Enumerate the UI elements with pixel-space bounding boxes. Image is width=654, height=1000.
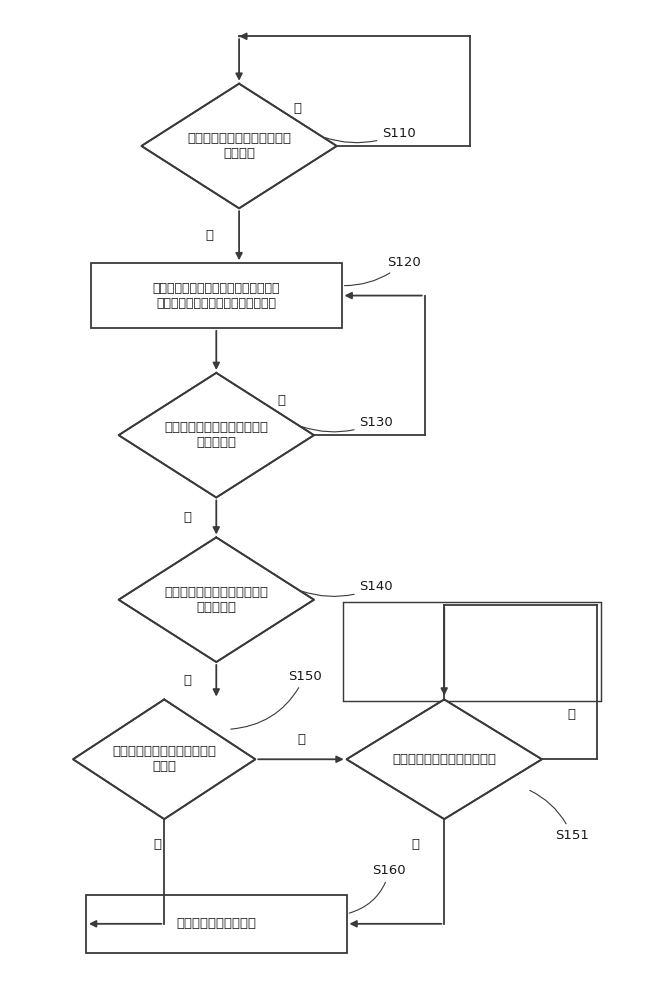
Text: 监测所述终端设备是否接受到
预设操作: 监测所述终端设备是否接受到 预设操作 — [187, 132, 291, 160]
Text: S151: S151 — [530, 790, 589, 842]
Text: 检测所述终端设备的应用程序
是否被开启: 检测所述终端设备的应用程序 是否被开启 — [164, 421, 268, 449]
Text: 判断是否到达预设的延迟时间: 判断是否到达预设的延迟时间 — [392, 753, 496, 766]
Text: 否: 否 — [294, 102, 301, 115]
Text: S150: S150 — [231, 670, 322, 729]
Text: 是: 是 — [183, 674, 191, 687]
Text: S130: S130 — [302, 416, 393, 432]
Text: 否: 否 — [567, 708, 576, 721]
Text: S140: S140 — [302, 580, 393, 596]
Text: S120: S120 — [345, 256, 421, 286]
Polygon shape — [118, 373, 314, 498]
Bar — [86, 895, 347, 953]
Text: S160: S160 — [349, 864, 406, 913]
Text: 是: 是 — [183, 511, 191, 524]
Text: 检测是否具有延迟开启近场通
信功能: 检测是否具有延迟开启近场通 信功能 — [112, 745, 216, 773]
Text: 是: 是 — [206, 229, 214, 242]
Polygon shape — [141, 84, 337, 208]
Polygon shape — [347, 699, 542, 819]
Text: S110: S110 — [325, 127, 416, 143]
Polygon shape — [73, 699, 255, 819]
Text: 将待开启所述近场通信功能的应用程序
记录于位于所述终端设备的存储器中: 将待开启所述近场通信功能的应用程序 记录于位于所述终端设备的存储器中 — [152, 282, 280, 310]
Text: 是: 是 — [297, 733, 305, 746]
Text: 否: 否 — [154, 838, 162, 851]
Text: 开启所述近场通信功能: 开启所述近场通信功能 — [177, 917, 256, 930]
Bar — [343, 602, 600, 701]
Bar — [91, 263, 341, 328]
Polygon shape — [118, 537, 314, 662]
Text: 否: 否 — [277, 394, 285, 407]
Text: 判断被开启的应用程序是否具
有一标识位: 判断被开启的应用程序是否具 有一标识位 — [164, 586, 268, 614]
Text: 是: 是 — [411, 838, 419, 851]
